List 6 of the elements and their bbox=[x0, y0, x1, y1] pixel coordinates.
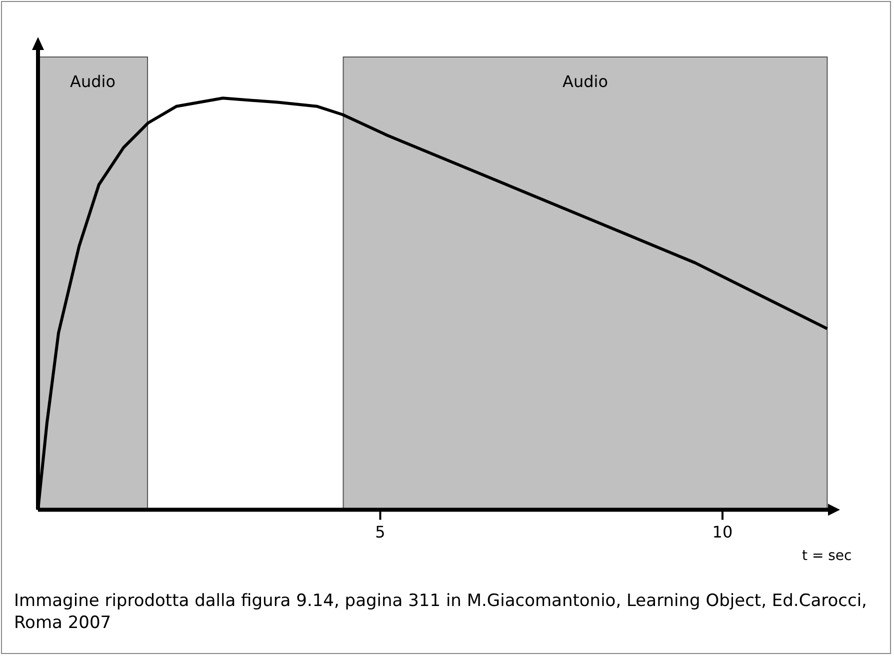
x-tick-label: 10 bbox=[712, 522, 733, 542]
band-label: Audio bbox=[70, 72, 116, 91]
band-label: Audio bbox=[562, 72, 608, 91]
text: Immagine riprodotta dalla figura 9.14, pagina 311 in M.Giacomantonio, Learning Object, Ed.Carocci, Roma 2007 bbox=[14, 590, 868, 634]
x-axis-title: t = sec bbox=[802, 548, 852, 564]
x-tick-label: 5 bbox=[375, 522, 386, 542]
